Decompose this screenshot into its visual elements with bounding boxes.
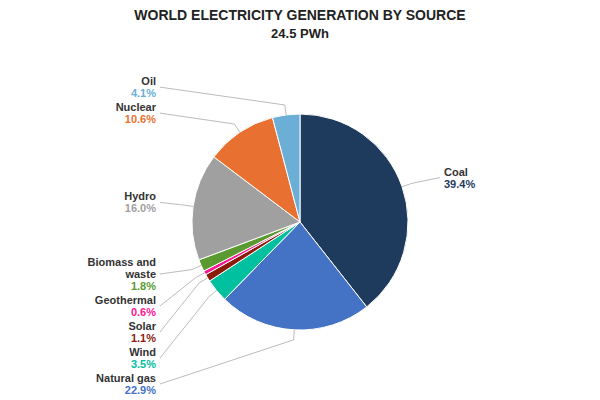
leader-line <box>160 291 217 358</box>
leader-line <box>160 330 294 384</box>
slice-name-line: Coal <box>444 166 468 178</box>
data-label: 1.8% <box>131 280 156 292</box>
slice-name-line: waste <box>124 268 156 280</box>
data-label: 16.0% <box>125 202 156 214</box>
slice-name: Oil <box>141 75 156 87</box>
slice <box>272 114 300 222</box>
slice-name: Wind <box>129 346 156 358</box>
pie <box>192 114 408 330</box>
data-label: 4.1% <box>131 87 156 99</box>
leader-line <box>160 266 201 274</box>
slice-name-line: Oil <box>141 75 156 87</box>
slice-name-line: Nuclear <box>116 101 157 113</box>
leader-line <box>160 273 205 306</box>
slice-name: Solar <box>128 320 156 332</box>
data-label: 3.5% <box>131 358 156 370</box>
slice-name: Nuclear <box>116 101 157 113</box>
data-label: 39.4% <box>444 178 475 190</box>
slice-name: Coal <box>444 166 468 178</box>
slice-name-line: Solar <box>128 320 156 332</box>
leader-line <box>160 113 240 132</box>
chart: WORLD ELECTRICITY GENERATION BY SOURCE 24… <box>0 0 600 400</box>
leader-line <box>160 87 286 115</box>
slice-name: Natural gas <box>96 372 156 384</box>
subtitle: 24.5 PWh <box>271 26 329 41</box>
slice-name-line: Natural gas <box>96 372 156 384</box>
leader-line <box>160 278 208 332</box>
data-label: 1.1% <box>131 332 156 344</box>
slice-name-line: Hydro <box>124 190 156 202</box>
slice-name-line: Wind <box>129 346 156 358</box>
data-label: 22.9% <box>125 384 156 396</box>
data-label: 0.6% <box>131 306 156 318</box>
labels: Coal39.4%Natural gas22.9%Wind3.5%Solar1.… <box>88 75 476 396</box>
slice-name-line: Geothermal <box>95 294 156 306</box>
leader-line <box>402 178 440 187</box>
slice-name: Geothermal <box>95 294 156 306</box>
slice-name: Hydro <box>124 190 156 202</box>
leader-line <box>160 202 193 206</box>
data-label: 10.6% <box>125 113 156 125</box>
title: WORLD ELECTRICITY GENERATION BY SOURCE <box>134 7 465 23</box>
slice-name: Biomass andwaste <box>88 256 156 280</box>
slice-name-line: Biomass and <box>88 256 156 268</box>
